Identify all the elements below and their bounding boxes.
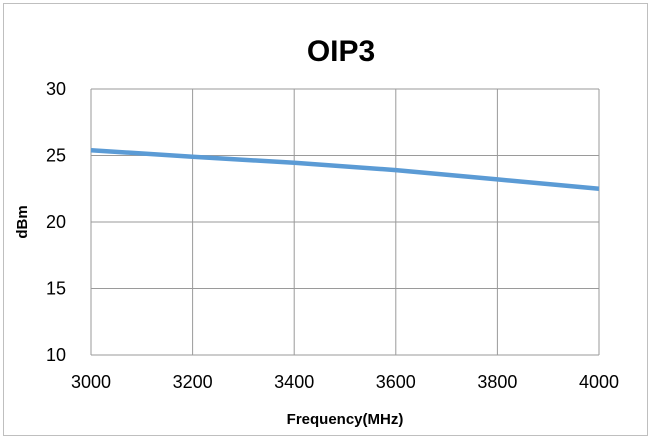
grid-lines [90,88,600,356]
y-tick-label-20: 20 [46,212,66,232]
y-axis-label: dBm [14,205,31,238]
y-tick-label-25: 25 [46,146,66,166]
x-tick-label-4000: 4000 [579,372,619,392]
series-layer [90,147,600,192]
y-tick-label-10: 10 [46,345,66,365]
chart-title: OIP3 [307,35,375,68]
x-tick-label-3600: 3600 [376,372,416,392]
x-tick-label-3200: 3200 [173,372,213,392]
x-axis-label: Frequency(MHz) [287,411,404,428]
chart-frame [3,3,648,436]
x-tick-label-3400: 3400 [274,372,314,392]
y-tick-label-30: 30 [46,79,66,99]
x-tick-labels: 3000 3200 3400 3600 3800 4000 [71,372,619,392]
series-line-1 [90,147,600,192]
y-tick-labels: 10 15 20 25 30 [46,79,66,365]
x-tick-label-3800: 3800 [477,372,517,392]
x-tick-label-3000: 3000 [71,372,111,392]
y-tick-label-15: 15 [46,279,66,299]
